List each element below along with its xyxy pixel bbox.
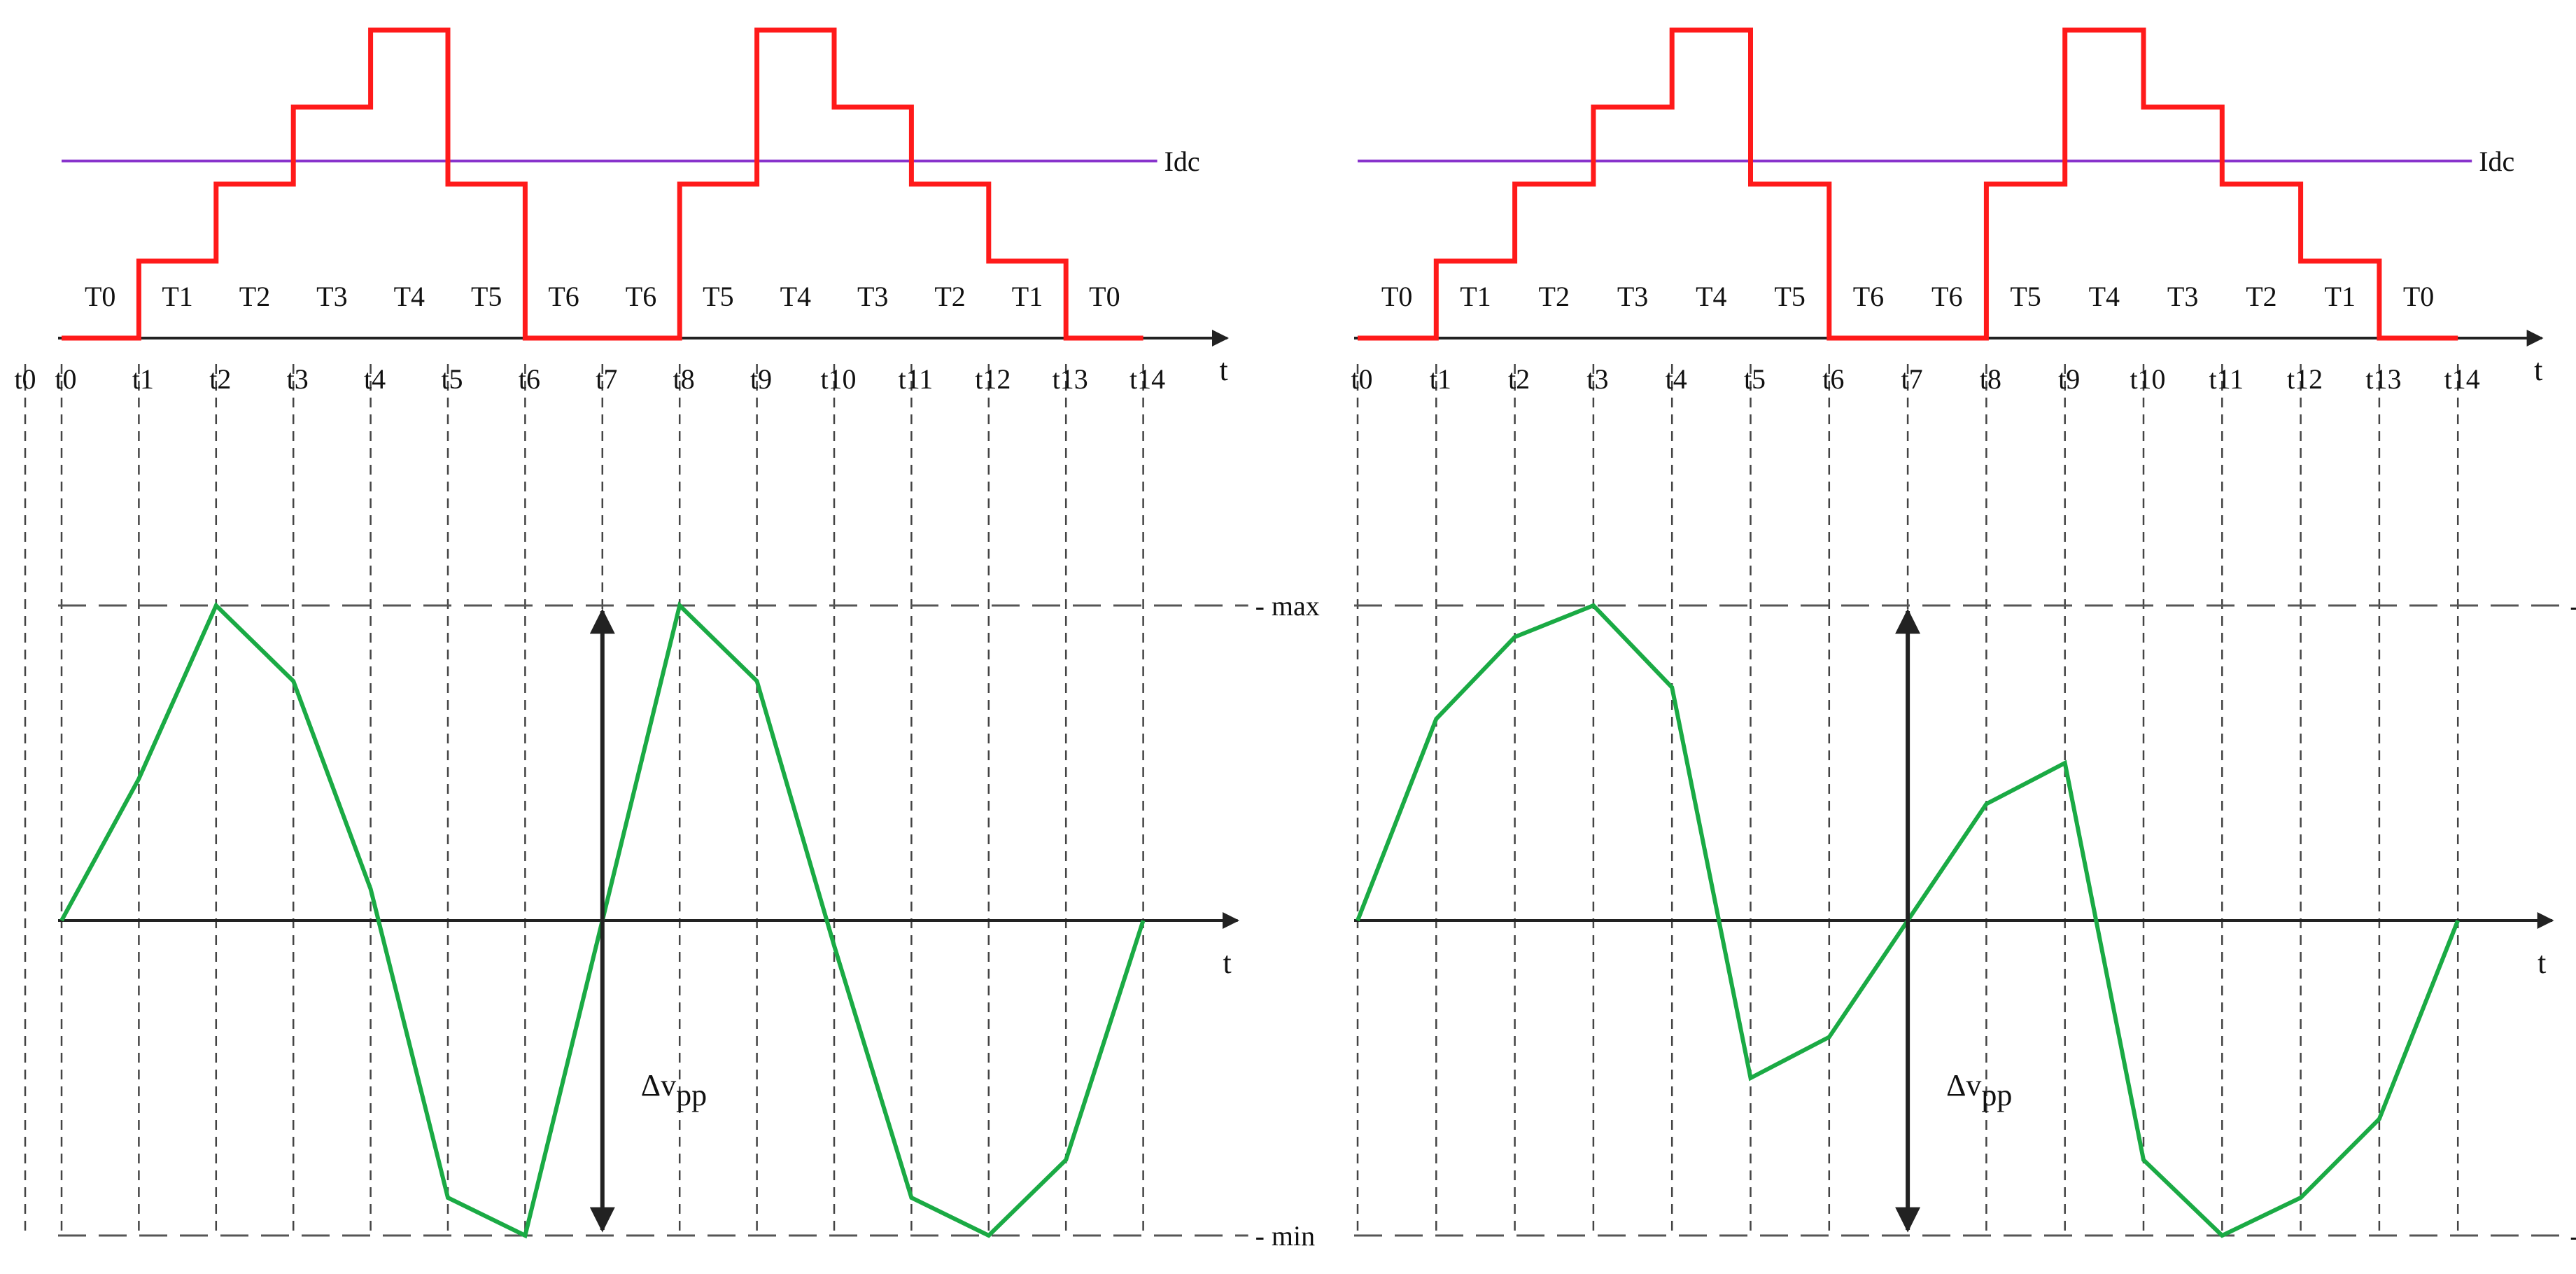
t-axis-label: t (2534, 353, 2542, 387)
time-label: t1 (1430, 363, 1451, 395)
time-label: t0 (55, 363, 76, 395)
interval-label: T1 (1460, 281, 1491, 312)
time-label: t5 (441, 363, 463, 395)
interval-label: T1 (162, 281, 192, 312)
time-label: t4 (364, 363, 386, 395)
pp-subscript: pp (1981, 1078, 2012, 1112)
time-label: t12 (2287, 363, 2323, 395)
interval-label: T3 (1617, 281, 1648, 312)
idc-label: Idc (2479, 146, 2514, 177)
interval-label: T0 (1381, 281, 1412, 312)
interval-label: T4 (2089, 281, 2120, 312)
time-label: t13 (1053, 363, 1088, 395)
time-label: t8 (1980, 363, 2001, 395)
pp-subscript: pp (676, 1078, 707, 1112)
time-label: t6 (519, 363, 540, 395)
diagram-left: - max - min t Idc T0 T1 T2 T3 T4 T5 T6 T6 T5 T4 T3 T2 T1… (14, 27, 1320, 1252)
interval-label: T3 (316, 281, 347, 312)
interval-label: T5 (2010, 281, 2041, 312)
time-label: t8 (673, 363, 695, 395)
diagram-right: - max - min t Idc T0 T1 T2 T3 T4 T5 T6 T6 T5 T4 T3 T2 T1… (1351, 27, 2576, 1252)
time-label: t9 (2058, 363, 2080, 395)
interval-label: T0 (85, 281, 115, 312)
delta-v-symbol: Δv (641, 1068, 676, 1102)
time-label: t4 (1666, 363, 1687, 395)
min-label: - min (2570, 1220, 2576, 1252)
time-label: t10 (820, 363, 856, 395)
interval-label: T0 (1089, 281, 1120, 312)
time-label: t11 (2209, 363, 2244, 395)
time-label: t0 (1351, 363, 1372, 395)
voltage-t-axis-label: t (2538, 946, 2546, 980)
delta-vpp-label: Δvpp (641, 1068, 707, 1112)
interval-label: T5 (703, 281, 733, 312)
t-axis-label: t (1219, 353, 1227, 387)
time-label: t11 (899, 363, 934, 395)
time-label: t7 (1901, 363, 1923, 395)
time-label: t14 (2444, 363, 2480, 395)
time-label: t2 (1508, 363, 1530, 395)
time-label: t5 (1744, 363, 1766, 395)
interval-label: T2 (1539, 281, 1570, 312)
interval-label: T3 (2167, 281, 2198, 312)
time-label: t3 (287, 363, 309, 395)
min-label: - min (1255, 1220, 1316, 1252)
interval-label: T6 (1853, 281, 1884, 312)
current-waveform (62, 27, 1143, 341)
interval-label: T6 (548, 281, 579, 312)
interval-label: T0 (2403, 281, 2434, 312)
time-label: t0 (14, 363, 36, 395)
time-label: t1 (132, 363, 154, 395)
interval-label: T2 (2246, 281, 2276, 312)
current-waveform (1358, 27, 2458, 341)
interval-label: T4 (780, 281, 811, 312)
interval-label: T5 (1774, 281, 1805, 312)
time-label: t9 (750, 363, 772, 395)
delta-vpp-label: Δvpp (1946, 1068, 2012, 1112)
max-label: - max (2570, 590, 2576, 622)
interval-label: T1 (1012, 281, 1043, 312)
voltage-t-axis-label: t (1223, 946, 1231, 980)
interval-label: T4 (1696, 281, 1726, 312)
time-label: t10 (2130, 363, 2165, 395)
time-label: t14 (1129, 363, 1165, 395)
time-label: t3 (1586, 363, 1608, 395)
delta-v-symbol: Δv (1946, 1068, 1981, 1102)
interval-label: T3 (857, 281, 888, 312)
interval-label: T6 (1931, 281, 1962, 312)
interval-label: T5 (471, 281, 502, 312)
idc-label: Idc (1164, 146, 1200, 177)
interval-label: T4 (394, 281, 425, 312)
time-label: t2 (209, 363, 231, 395)
time-label: t12 (975, 363, 1011, 395)
time-label: t7 (596, 363, 617, 395)
time-label: t6 (1822, 363, 1844, 395)
interval-label: T6 (626, 281, 656, 312)
interval-label: T1 (2325, 281, 2356, 312)
interval-label: T2 (239, 281, 270, 312)
interval-label: T2 (934, 281, 965, 312)
time-label: t13 (2365, 363, 2401, 395)
max-label: - max (1255, 590, 1320, 622)
